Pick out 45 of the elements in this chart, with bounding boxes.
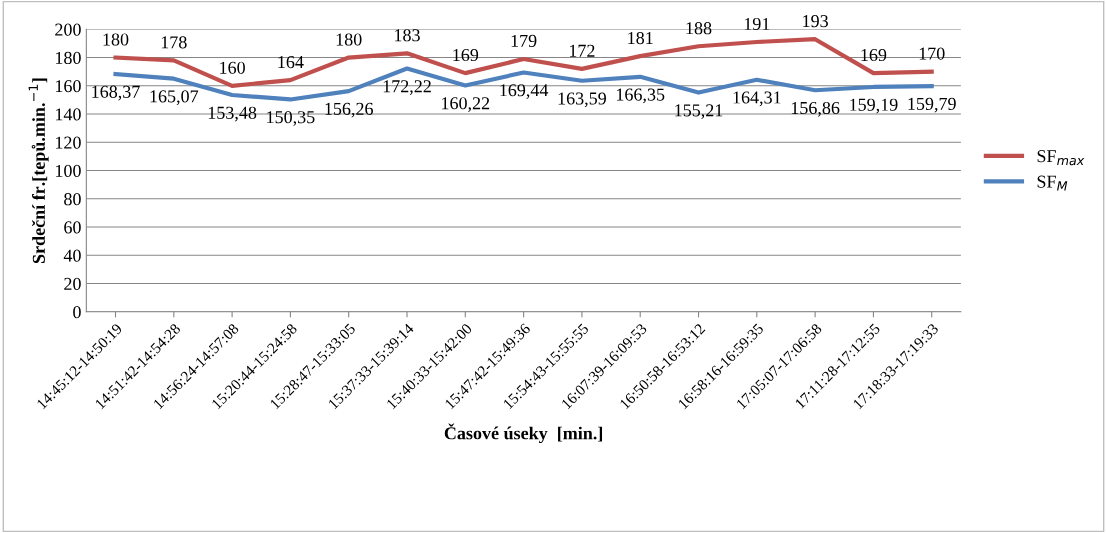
y-tick-label: 100 — [55, 164, 81, 177]
data-label: 160 — [220, 61, 245, 74]
data-label: 169 — [861, 48, 887, 62]
data-label: 183 — [395, 29, 420, 42]
data-label: 164,31 — [733, 91, 781, 107]
data-label: 150,35 — [267, 111, 315, 126]
y-tick-label: 40 — [63, 249, 81, 262]
data-label: 159,79 — [908, 97, 956, 113]
y-tick-label: 80 — [64, 193, 81, 206]
data-label: 191 — [744, 17, 770, 31]
y-tick-label: 60 — [64, 221, 81, 234]
data-label: 156,26 — [325, 102, 373, 118]
data-label: 165,07 — [150, 90, 199, 106]
data-label: 164 — [278, 56, 304, 69]
data-label: 181 — [628, 31, 653, 45]
data-label: 168,37 — [92, 85, 140, 101]
data-label: 180 — [103, 33, 129, 46]
data-label: 170 — [919, 47, 945, 60]
x-axis-title: Časové úseky [min.] — [444, 423, 603, 444]
data-label: 193 — [803, 15, 828, 28]
data-label: 172,22 — [383, 80, 431, 95]
y-tick-label: 160 — [55, 80, 81, 93]
data-label: 155,21 — [675, 104, 723, 119]
data-label: 169 — [453, 48, 479, 62]
data-label: 180 — [336, 33, 362, 46]
y-tick-label: 120 — [55, 136, 81, 149]
data-label: 178 — [161, 36, 187, 49]
data-label: 156,86 — [791, 101, 840, 117]
data-label: 169,44 — [500, 84, 549, 99]
data-label: 163,59 — [558, 92, 606, 108]
y-tick-label: 200 — [55, 23, 81, 36]
data-label: 172 — [569, 44, 595, 57]
y-tick-label: 180 — [55, 51, 81, 65]
data-label: 159,19 — [850, 98, 898, 114]
data-label: 160,22 — [442, 97, 490, 112]
y-tick-label: 140 — [55, 108, 81, 121]
data-label: 166,35 — [616, 88, 665, 104]
y-tick-label: 0 — [73, 306, 81, 319]
legend-label: SF$_{max}$ — [1037, 150, 1085, 166]
y-axis-title: Srdeční fr.[tepů.min.$^{−1}$] — [28, 78, 49, 264]
data-label: 153,48 — [208, 106, 257, 122]
y-tick-label: 20 — [64, 277, 81, 290]
data-label: 188 — [686, 22, 712, 35]
legend-label: SF$_{M}$ — [1037, 175, 1068, 191]
data-label: 179 — [511, 34, 537, 47]
